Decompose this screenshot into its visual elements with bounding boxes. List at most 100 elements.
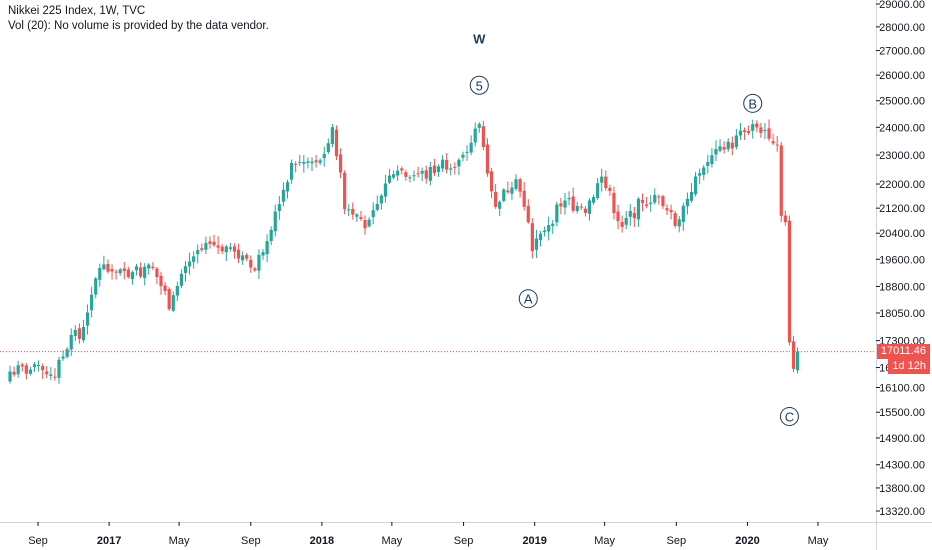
candle-body xyxy=(249,259,253,268)
candle-body xyxy=(347,209,351,211)
candle-body xyxy=(424,170,428,179)
price-tick-label: 20400.00 xyxy=(879,228,925,240)
candle-body xyxy=(45,371,49,375)
candle-body xyxy=(49,374,53,377)
candle-body xyxy=(681,205,685,222)
candle-body xyxy=(375,203,379,210)
candle-body xyxy=(183,266,188,273)
candle-body xyxy=(494,191,498,207)
candle-body xyxy=(657,196,661,198)
candle-body xyxy=(689,191,694,201)
candle-body xyxy=(767,128,771,139)
candle-body xyxy=(616,211,620,222)
price-tick-label: 18800.00 xyxy=(879,281,925,293)
candle-body xyxy=(579,206,583,208)
price-tick-label: 28000.00 xyxy=(879,22,925,34)
candle-body xyxy=(432,165,437,174)
wave-label-circle xyxy=(518,289,538,309)
candle-body xyxy=(489,171,494,192)
candle-body xyxy=(32,364,37,368)
candle-body xyxy=(12,371,16,375)
candle-body xyxy=(742,130,747,132)
candle-body xyxy=(653,194,657,203)
candle-body xyxy=(298,161,302,163)
price-tick-label: 13800.00 xyxy=(879,483,925,495)
candle-body xyxy=(179,273,184,286)
candle-body xyxy=(73,330,77,336)
candle-body xyxy=(241,255,245,261)
price-axis[interactable]: 29000.00 28000.00 27000.00 26000.00 25000.00… xyxy=(876,0,925,518)
candle-body xyxy=(41,366,45,371)
candle-body xyxy=(473,128,477,143)
candle-body xyxy=(257,254,261,271)
candle-body xyxy=(722,147,726,150)
price-tick-label: 27000.00 xyxy=(879,46,925,58)
candle-body xyxy=(591,197,596,203)
candle-body xyxy=(477,124,481,128)
candle-body xyxy=(771,141,775,144)
price-tick-label: 18050.00 xyxy=(879,308,925,320)
candle-body xyxy=(204,242,208,250)
candle-body xyxy=(551,223,555,227)
wave-label-circle xyxy=(779,406,799,426)
price-tick-label: 19600.00 xyxy=(879,254,925,266)
candle-body xyxy=(171,295,175,311)
time-tick-label: 2017 xyxy=(97,535,121,547)
candle-body xyxy=(718,146,722,151)
candle-body xyxy=(600,176,604,183)
legend-title: Nikkei 225 Index, 1W, TVC xyxy=(8,5,146,17)
wave-labels: W 5 A B C xyxy=(469,32,799,426)
candle-body xyxy=(673,213,677,226)
candle-body xyxy=(387,175,392,183)
candle-body xyxy=(351,208,355,215)
candle-body xyxy=(224,246,228,253)
price-tick-label: 13320.00 xyxy=(879,506,925,518)
candle-body xyxy=(636,198,641,220)
candle-body xyxy=(143,266,147,278)
candle-body xyxy=(285,182,290,192)
candle-body xyxy=(518,179,522,192)
candle-body xyxy=(428,167,432,181)
candle-body xyxy=(69,335,73,350)
candle-body xyxy=(294,163,298,165)
wave-label-c: C xyxy=(785,409,794,424)
candle-body xyxy=(596,183,600,198)
candle-body xyxy=(485,144,490,174)
candle-body xyxy=(334,129,339,157)
candle-body xyxy=(20,364,24,367)
candle-body xyxy=(245,255,249,259)
candle-body xyxy=(363,219,367,229)
candle-body xyxy=(196,249,200,255)
candle-body xyxy=(436,166,441,173)
candle-body xyxy=(567,197,571,200)
candle-body xyxy=(139,267,143,277)
candle-body xyxy=(265,241,269,255)
candle-body xyxy=(416,173,420,175)
candle-body xyxy=(538,233,543,240)
candle-body xyxy=(400,168,404,171)
candle-body xyxy=(661,196,665,207)
wave-label-5: 5 xyxy=(476,78,483,93)
candle-body xyxy=(457,159,461,167)
price-tick-label: 23000.00 xyxy=(879,150,925,162)
candle-body xyxy=(763,130,767,132)
time-axis[interactable]: Sep 2017 May Sep 2018 May Sep 2019 May Sep 2020 May xyxy=(28,522,829,547)
candle-body xyxy=(314,160,318,163)
candle-body xyxy=(253,268,257,271)
candle-body xyxy=(277,204,281,211)
candle-body xyxy=(90,294,94,311)
candle-body xyxy=(392,174,396,178)
candle-body xyxy=(216,245,220,248)
candle-body xyxy=(665,208,669,211)
candle-body xyxy=(620,221,624,227)
candle-body xyxy=(502,189,506,201)
candle-body xyxy=(53,376,57,378)
time-tick-label: 2018 xyxy=(310,535,334,547)
candle-body xyxy=(514,179,518,189)
candle-body xyxy=(469,142,473,153)
candle-body xyxy=(167,289,171,310)
last-price-badge: 17011.46 xyxy=(876,343,930,359)
candle-body xyxy=(367,219,371,227)
candle-body xyxy=(547,225,551,232)
